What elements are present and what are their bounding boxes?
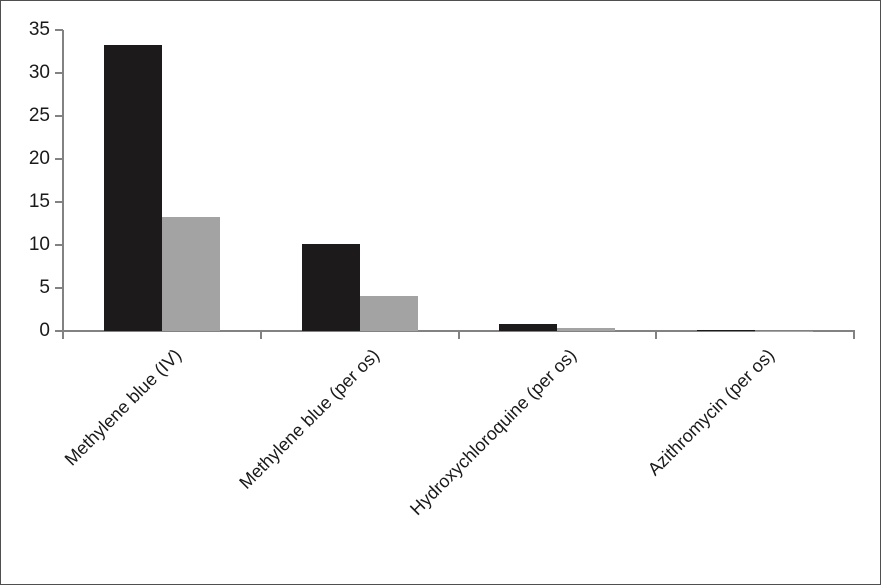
x-tick: [259, 331, 262, 339]
x-tick: [457, 331, 460, 339]
bar-black-series-2: [499, 324, 558, 331]
bar-black-series-3: [697, 330, 756, 331]
y-tick: [55, 115, 63, 117]
y-tick: [55, 201, 63, 203]
bar-gray-series-0: [161, 216, 220, 331]
y-tick-label: 30: [28, 62, 50, 83]
y-tick-label: 35: [28, 19, 50, 40]
bar-gray-series-2: [557, 327, 616, 331]
y-tick: [55, 29, 63, 31]
y-tick: [55, 287, 63, 289]
x-tick: [62, 331, 64, 339]
bar-black-series-0: [103, 44, 162, 331]
x-tick: [655, 331, 658, 339]
category-label: Azithromycin (per os): [643, 345, 779, 480]
y-tick-label: 15: [28, 191, 50, 212]
y-tick-label: 25: [28, 105, 50, 126]
y-tick-label: 20: [28, 148, 50, 169]
y-tick-label: 0: [39, 320, 50, 341]
y-tick-label: 10: [28, 234, 50, 255]
y-tick: [55, 244, 63, 246]
y-tick: [55, 158, 63, 160]
bar-gray-series-3: [755, 330, 814, 331]
y-tick-label: 5: [39, 277, 50, 298]
y-tick: [55, 72, 63, 74]
bar-gray-series-1: [359, 295, 418, 331]
y-tick: [55, 330, 63, 332]
category-label: Methylene blue (IV): [60, 345, 186, 470]
category-label: Hydroxychloroquine (per os): [406, 345, 581, 520]
bar-black-series-1: [301, 244, 360, 331]
x-tick: [853, 331, 855, 339]
category-label: Methylene blue (per os): [234, 345, 383, 493]
y-axis: [62, 30, 64, 331]
